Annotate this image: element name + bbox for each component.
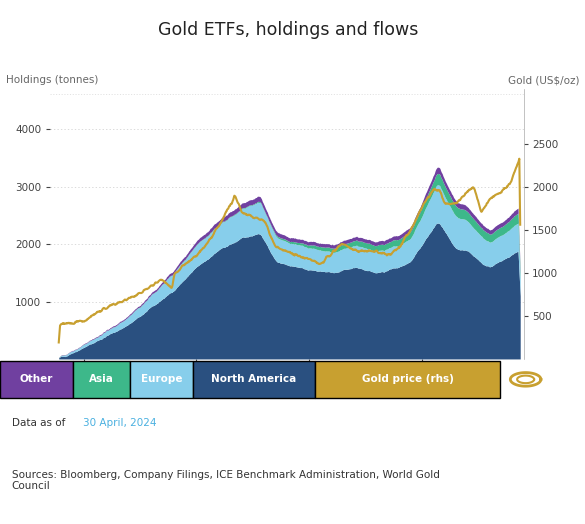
FancyBboxPatch shape — [73, 361, 130, 398]
Text: Gold ETFs, holdings and flows: Gold ETFs, holdings and flows — [158, 21, 418, 39]
Text: WORLD
GOLD
COUNCIL: WORLD GOLD COUNCIL — [549, 370, 580, 388]
FancyBboxPatch shape — [0, 361, 73, 398]
Text: Gold price (rhs): Gold price (rhs) — [362, 374, 453, 385]
Text: Europe: Europe — [140, 374, 182, 385]
Text: Sources: Bloomberg, Company Filings, ICE Benchmark Administration, World Gold
Co: Sources: Bloomberg, Company Filings, ICE… — [12, 470, 439, 492]
Text: Data as of: Data as of — [12, 418, 68, 428]
Text: North America: North America — [211, 374, 297, 385]
Text: Holdings (tonnes): Holdings (tonnes) — [6, 75, 98, 85]
Text: Other: Other — [19, 374, 53, 385]
Text: 30 April, 2024: 30 April, 2024 — [83, 418, 157, 428]
FancyBboxPatch shape — [130, 361, 192, 398]
Text: Asia: Asia — [89, 374, 113, 385]
Text: Gold (US$/oz): Gold (US$/oz) — [508, 75, 579, 85]
Text: Tonnes: Tonnes — [18, 23, 73, 37]
FancyBboxPatch shape — [315, 361, 500, 398]
Text: Weekly: Weekly — [507, 23, 563, 37]
FancyBboxPatch shape — [192, 361, 315, 398]
